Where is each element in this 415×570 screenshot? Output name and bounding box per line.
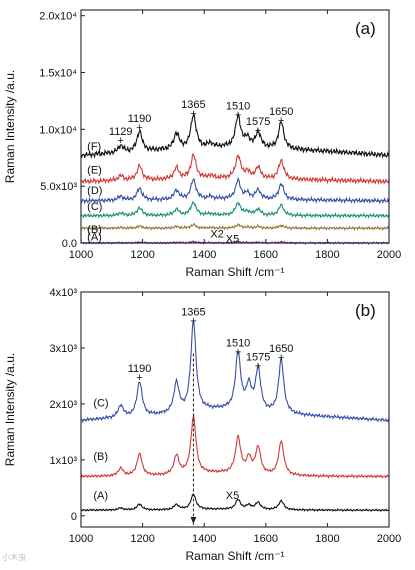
panel-a: (A)(B) (C) (D) (E) (F) 1000 1200 1400 1600 1800 20… [3,9,401,279]
x-tick-label: 1400 [192,533,216,545]
peak-marker: + [136,372,142,384]
peak-label: 1510 [226,101,250,113]
series-line [80,493,390,513]
y-axis-label: Raman Intensity /a.u. [3,353,17,466]
y-tick-label: 0.0 [62,238,77,250]
x-tick-label: 1200 [130,249,154,261]
panel-b: (A) (B) (C) 1000 1200 1400 1600 1800 2000 0 1x10³ 2… [3,287,401,563]
peak-label: 1129 [109,126,133,138]
series-label: (B) [87,224,102,236]
x-tick-label: 1600 [254,249,278,261]
series-label: (A) [93,490,108,502]
x-axis-label: Raman Shift /cm⁻¹ [185,265,284,279]
peak-marker: + [255,125,261,137]
scale-annotation: X5 [226,233,239,245]
x-axis-label: Raman Shift /cm⁻¹ [185,549,284,563]
scale-annotation: X5 [226,490,239,502]
x-tick-label: 1400 [192,249,216,261]
series-label: (A) [87,232,102,244]
plot-frame [80,291,390,528]
x-tick-label: 1200 [130,533,154,545]
series-line [80,319,390,424]
series-line [80,413,390,479]
x-tick-label: 1800 [315,533,339,545]
series-label: (C) [93,398,108,410]
y-tick-label: 1.0x10⁴ [39,124,77,136]
y-tick-label: 4x10³ [49,287,77,299]
series-line [80,222,390,231]
series-label: (F) [87,141,101,153]
peak-marker: + [235,347,241,359]
y-tick-label: 3x10³ [49,343,77,355]
plot-frame [80,9,390,244]
peak-label: 1190 [128,363,152,375]
peak-label: 1650 [269,343,293,355]
x-tick-label: 1000 [69,533,93,545]
y-tick-label: 2.0x10⁴ [39,11,77,23]
peak-marker: + [190,315,196,327]
series-label: (B) [93,451,108,463]
peak-marker: + [118,135,124,147]
panel-label: (a) [355,19,376,38]
series-label: (C) [87,201,102,213]
series-line [80,176,390,205]
x-tick-label: 1000 [69,249,93,261]
series-label: (D) [87,185,102,197]
y-tick-label: 0 [71,511,77,523]
series-line [80,200,390,220]
peak-label: 1510 [226,338,250,350]
peak-label: 1575 [246,116,270,128]
peak-label: 1190 [128,113,152,125]
panel-label: (b) [355,301,376,320]
watermark: 小木虫 [2,553,26,562]
x-tick-label: 2000 [377,533,401,545]
peak-marker: + [235,110,241,122]
y-tick-label: 2x10³ [49,399,77,411]
peak-label: 1575 [246,351,270,363]
scale-annotation: X2 [210,228,223,240]
y-tick-label: 1x10³ [49,455,77,467]
series-line [80,111,390,159]
peak-marker: + [278,352,284,364]
peak-marker: + [278,115,284,127]
y-tick-label: 5.0x10³ [40,181,77,193]
y-axis-label: Raman Intensity /a.u. [3,70,17,183]
x-tick-label: 2000 [377,249,401,261]
peak-label: 1365 [181,99,205,111]
series-line [80,153,390,186]
x-tick-label: 1800 [315,249,339,261]
peak-label: 1650 [269,106,293,118]
series-label: (E) [87,165,102,177]
peak-marker: + [136,122,142,134]
y-tick-label: 1.5x10⁴ [39,68,77,80]
x-tick-label: 1600 [254,533,278,545]
peak-marker: + [255,360,261,372]
peak-label: 1365 [181,306,205,318]
marker-arrow [190,517,197,524]
peak-marker: + [190,108,196,120]
